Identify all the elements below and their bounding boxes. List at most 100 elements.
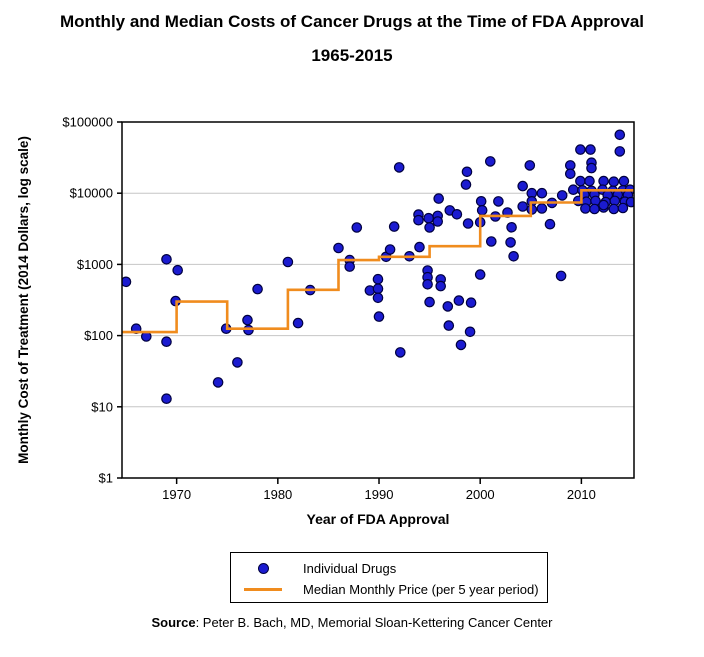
data-point [333,242,344,254]
data-point [424,222,435,233]
data-point [252,283,263,295]
data-point [575,144,586,155]
data-point [575,175,586,187]
data-point [282,256,294,268]
data-point [393,162,405,173]
dot-icon [257,563,269,574]
data-point [462,218,474,229]
data-point [484,156,496,167]
data-point [161,253,172,265]
y-tick-label: $1 [99,471,113,486]
data-point [372,292,384,304]
data-point [614,129,626,141]
data-point [351,222,363,233]
data-point [517,201,528,212]
x-tick-label: 1990 [365,487,394,502]
data-point [608,203,620,215]
data-point [461,166,473,178]
y-tick-label: $10 [91,399,113,414]
data-point [344,261,355,272]
data-point [242,314,253,326]
data-point [585,144,596,155]
data-point [372,273,384,285]
data-point [453,295,465,306]
source-prefix: Source [151,615,196,630]
data-point [567,184,579,195]
data-point [614,146,626,157]
data-point [556,190,568,201]
data-point [586,162,597,174]
data-point [517,180,528,192]
data-point [422,278,433,290]
chart-title: Monthly and Median Costs of Cancer Drugs… [59,12,645,31]
x-axis-title: Year of FDA Approval [307,511,450,527]
data-point [122,276,132,288]
legend-swatch [231,563,295,574]
data-point [232,357,243,368]
chart-subtitle: 1965-2015 [311,46,393,65]
data-point [435,280,446,292]
data-point [433,193,444,204]
data-point [589,203,600,215]
axes-group: $1 $10 $100 $1000 $10000 $100000 1970 1980 1990 2… [62,115,635,502]
data-point [536,203,548,214]
data-point [493,196,504,207]
gridlines-group [122,192,634,408]
y-tick-label: $10000 [70,186,113,201]
data-point [455,339,467,351]
data-point [394,347,406,358]
median-step-line [122,189,634,334]
data-point [618,175,630,187]
data-point [584,175,595,187]
data-point [464,326,476,338]
data-point [432,216,443,227]
data-point [373,311,385,322]
y-tick-label: $100 [84,328,113,343]
data-point [465,297,477,308]
data-point [372,283,384,294]
scatter-points-group [122,129,634,404]
data-point [474,269,486,280]
legend-item-individual-drugs: Individual Drugs [231,558,547,579]
x-tick-label: 2000 [466,487,495,502]
data-point [161,393,172,404]
data-point [617,202,629,214]
legend-label: Median Monthly Price (per 5 year period) [303,582,539,597]
median-line-group [122,189,634,334]
data-point [524,160,536,171]
legend-item-median-price: Median Monthly Price (per 5 year period) [231,579,547,600]
y-axis-title: Monthly Cost of Treatment (2014 Dollars,… [16,136,31,464]
data-point [564,168,576,180]
line-icon [244,588,282,591]
data-point [384,244,396,255]
source-line: Source: Peter B. Bach, MD, Memorial Sloa… [0,615,704,630]
data-point [414,241,425,253]
scatter-clip-group [122,129,634,404]
data-point [451,209,463,220]
data-point [388,221,400,232]
data-point [544,218,556,230]
x-tick-label: 1980 [263,487,292,502]
data-point [598,199,609,211]
data-point [442,301,454,312]
data-point [508,250,519,262]
legend-swatch [231,588,295,591]
data-point [536,187,548,199]
data-point [625,196,634,208]
data-point [172,264,183,276]
data-point [555,270,567,282]
data-point [424,296,435,308]
data-point [598,175,609,187]
x-tick-label: 1970 [162,487,191,502]
data-point [460,179,472,190]
data-point [608,176,620,187]
data-point [413,214,424,226]
data-point [292,317,304,329]
data-point [505,237,516,248]
data-point [485,236,497,247]
x-tick-label: 2010 [567,487,596,502]
data-point [506,222,517,233]
source-text: : Peter B. Bach, MD, Memorial Sloan-Kett… [195,615,553,630]
data-point [475,196,487,207]
plot-border [121,121,635,479]
